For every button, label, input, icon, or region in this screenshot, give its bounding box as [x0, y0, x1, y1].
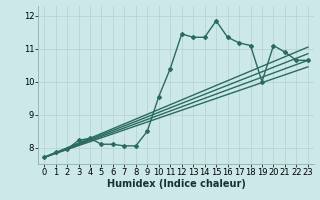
X-axis label: Humidex (Indice chaleur): Humidex (Indice chaleur) [107, 179, 245, 189]
